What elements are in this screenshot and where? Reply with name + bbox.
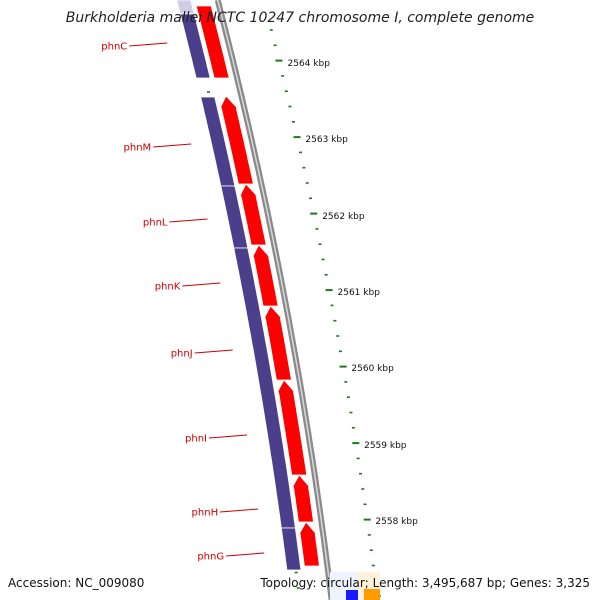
bottom-blue-feature: [346, 590, 360, 600]
scale-label: 2561 kbp: [338, 288, 381, 298]
scale-label: 2564 kbp: [288, 59, 331, 69]
backbone: [214, 0, 335, 600]
gene-label-phnJ: phnJ: [171, 349, 193, 360]
gene-leader-line: [182, 282, 221, 287]
gene-label-phnL: phnL: [143, 218, 168, 229]
gene-label-phnH: phnH: [192, 508, 219, 519]
map-title: Burkholderia mallei NCTC 10247 chromosom…: [65, 10, 535, 26]
gene-label-phnK: phnK: [155, 282, 181, 293]
backbone-highlight: [216, 0, 333, 600]
blue-feature: [280, 527, 302, 571]
reverse-strand-features: [176, 0, 302, 571]
gene-label-phnM: phnM: [124, 143, 152, 154]
red-feature: [291, 474, 314, 523]
red-feature: [195, 5, 230, 79]
scale-label: 2558 kbp: [375, 517, 418, 527]
gene-labels: phnC phnM phnL phnK phnJ phnI phnH phnG: [101, 42, 265, 563]
gene-leader-line: [208, 434, 248, 439]
scale-label: 2560 kbp: [351, 364, 394, 374]
gene-label-phnG: phnG: [197, 552, 224, 563]
red-feature: [298, 521, 320, 567]
gene-leader-line: [220, 508, 259, 513]
gene-label-phnC: phnC: [101, 42, 127, 53]
gene-label-phnI: phnI: [185, 434, 207, 445]
accession-text: Accession: NC_009080: [8, 576, 145, 590]
forward-strand-features: [195, 5, 320, 567]
scale-label: 2559 kbp: [364, 441, 407, 451]
gene-leader-line: [129, 42, 168, 47]
bottom-features: [330, 572, 380, 600]
gene-leader-line: [226, 552, 265, 557]
bottom-orange-feature: [364, 589, 380, 600]
gene-leader-line: [194, 349, 233, 354]
gene-leader-line: [169, 218, 208, 223]
genome-summary-text: Topology: circular; Length: 3,495,687 bp…: [260, 576, 590, 590]
scale-label: 2562 kbp: [322, 212, 365, 222]
scale-label: 2563 kbp: [305, 135, 348, 145]
gene-leader-line: [153, 143, 192, 148]
blue-feature: [179, 13, 211, 79]
scale-labels: 2564 kbp 2563 kbp 2562 kbp 2561 kbp 2560 kbp…: [288, 59, 419, 527]
